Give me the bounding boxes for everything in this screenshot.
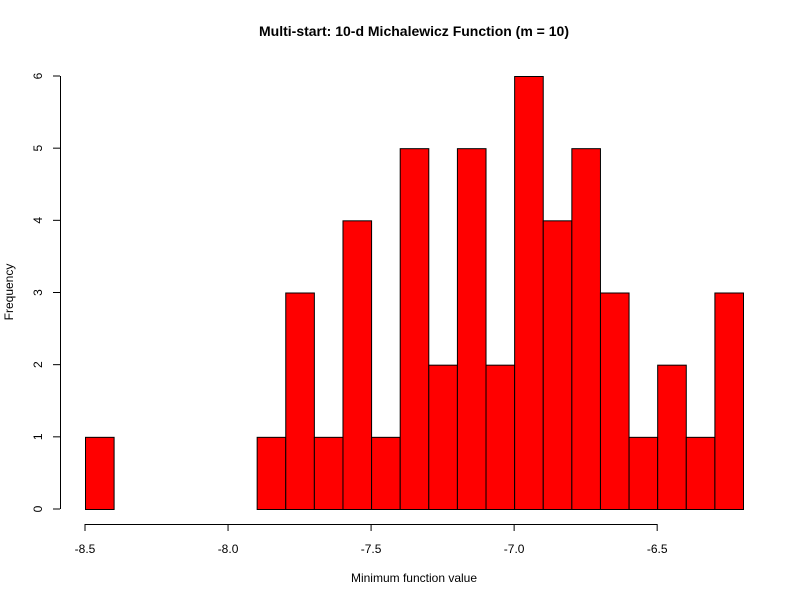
- x-tick-label: -8.0: [218, 542, 239, 556]
- histogram-bar: [485, 364, 516, 510]
- y-tick-label: 4: [31, 217, 45, 224]
- histogram-bar: [285, 292, 315, 510]
- histogram-bar: [599, 292, 630, 510]
- x-tick-label: -7.0: [504, 542, 525, 556]
- histogram-bar: [456, 148, 487, 511]
- x-tick-label: -6.5: [647, 542, 668, 556]
- histogram-bar: [514, 76, 544, 510]
- histogram-bar: [428, 364, 458, 510]
- histogram-bar: [657, 364, 687, 510]
- histogram-bar: [628, 436, 659, 511]
- y-tick-label: 1: [31, 433, 45, 440]
- histogram-bar: [256, 436, 287, 511]
- x-axis-label: Minimum function value: [351, 571, 477, 585]
- histogram-bar: [85, 436, 115, 511]
- x-tick-label: -7.5: [361, 542, 382, 556]
- y-tick-label: 2: [31, 361, 45, 368]
- histogram-bar: [571, 148, 601, 511]
- histogram-bar: [313, 436, 344, 511]
- chart-title: Multi-start: 10-d Michalewicz Function (…: [259, 23, 569, 39]
- histogram-bar: [399, 148, 430, 511]
- y-tick-label: 5: [31, 145, 45, 152]
- histogram-bar: [714, 292, 744, 510]
- y-tick-label: 6: [31, 72, 45, 79]
- histogram-bar: [542, 220, 573, 510]
- y-axis-label: Frequency: [2, 264, 16, 321]
- histogram-bar: [342, 220, 373, 510]
- y-tick-label: 3: [31, 289, 45, 296]
- histogram-bar: [685, 436, 716, 511]
- y-tick-label: 0: [31, 505, 45, 512]
- x-tick-label: -8.5: [75, 542, 96, 556]
- bars-group: [85, 76, 744, 511]
- histogram-bar: [371, 436, 401, 511]
- y-axis: 0 1 2 3 4 5 6: [31, 72, 61, 512]
- x-axis: -8.5 -8.0 -7.5 -7.0 -6.5: [75, 524, 668, 556]
